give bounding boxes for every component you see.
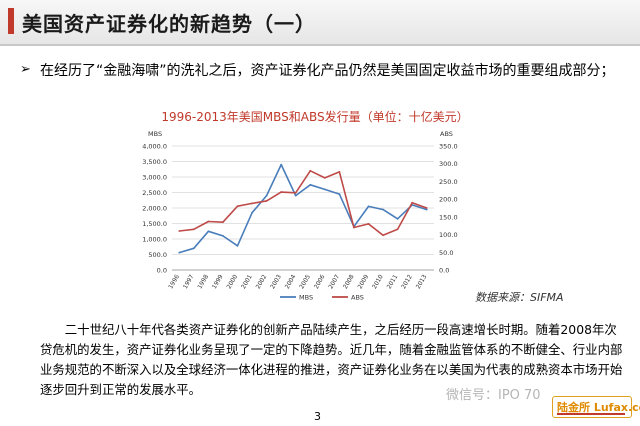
logo-underline [557,413,625,415]
x-tick-label: 2008 [342,273,356,290]
y-tick-right: 200.0 [439,196,458,204]
data-point-abs [323,176,326,179]
body-paragraph: 二十世纪八十年代各类资产证券化的创新产品陆续产生，之后经历一段高速增长时期。随着… [40,322,623,397]
data-point-mbs [251,211,253,214]
page-number: 3 [314,410,321,423]
data-point-mbs [178,251,181,254]
x-tick-label: 2011 [386,273,400,290]
data-point-mbs [367,205,370,208]
y-tick-left: 1,500.0 [142,220,167,228]
data-point-mbs [323,188,326,191]
bullet-arrow-icon: ➢ [20,62,31,77]
x-tick-label: 2010 [371,273,385,290]
data-point-mbs [425,208,428,211]
y-tick-left: 0.0 [157,267,167,275]
data-point-abs [265,200,268,202]
data-point-abs [207,220,210,223]
wechat-watermark: 微信号：IPO 70 [446,388,541,403]
y-tick-left: 3,500.0 [142,158,167,166]
y-tick-right: 100.0 [439,231,458,239]
series-line-abs [179,170,427,237]
data-point-abs [309,169,312,172]
data-point-mbs [207,230,210,233]
data-point-abs [411,201,414,204]
x-tick-label: 2001 [240,273,254,290]
logo-text: 陆金所 Lufax.com [557,401,640,414]
x-tick-label: 1996 [167,273,181,290]
y-axis-label-left: MBS [148,130,162,138]
data-point-abs [353,226,355,229]
x-tick-label: 2002 [255,273,269,290]
data-point-mbs [309,183,312,186]
data-point-abs [338,170,341,173]
x-tick-label: 1998 [196,273,210,290]
data-point-mbs [382,208,384,211]
chart-title: 1996-2013年美国MBS和ABS发行量（单位：十亿美元） [161,110,469,124]
x-tick-label: 1997 [182,273,196,290]
x-tick-label: 2004 [284,273,298,290]
y-tick-right: 250.0 [439,178,458,186]
title-bar: 美国资产证券化的新趋势（一） [0,0,640,46]
y-tick-right: 0.0 [439,267,449,275]
page-title: 美国资产证券化的新趋势（一） [22,12,316,36]
x-tick-label: 1999 [211,273,225,290]
data-point-abs [294,191,297,194]
data-point-mbs [236,244,239,247]
x-tick-label: 2009 [357,273,371,290]
y-tick-right: 150.0 [439,213,458,221]
data-point-abs [251,202,253,205]
lufax-logo: 陆金所 Lufax.com [552,396,640,418]
data-point-mbs [338,193,341,195]
data-point-mbs [396,217,399,220]
data-point-mbs [192,247,195,250]
y-tick-right: 50.0 [439,249,453,257]
data-point-mbs [222,235,224,237]
x-tick-label: 2005 [298,273,312,290]
y-tick-left: 2,000.0 [142,205,167,213]
y-tick-right: 350.0 [439,143,458,151]
y-tick-left: 500.0 [148,251,167,259]
series-line-mbs [179,163,427,254]
data-point-abs [222,221,224,224]
data-point-abs [425,207,428,209]
data-point-abs [178,230,181,232]
x-tick-label: 2003 [269,273,283,290]
x-tick-label: 2012 [400,273,414,290]
data-point-abs [396,228,399,231]
data-source: 数据来源：SIFMA [475,291,564,304]
x-tick-label: 2007 [327,273,341,290]
bullet-text: 在经历了“金融海啸”的洗礼之后，资产证券化产品仍然是美国固定收益市场的重要组成部… [40,63,615,79]
y-tick-left: 3,000.0 [142,174,167,182]
title-accent-bar [8,8,14,34]
y-tick-left: 2,500.0 [142,189,167,197]
y-tick-left: 1,000.0 [142,236,167,244]
data-point-abs [367,223,370,225]
x-tick-label: 2000 [226,273,240,290]
data-point-mbs [280,163,283,166]
legend-label-mbs: MBS [299,294,313,302]
y-tick-right: 300.0 [439,160,458,168]
data-point-mbs [294,194,297,197]
data-point-abs [382,234,384,237]
data-point-abs [280,191,283,193]
data-point-abs [192,228,195,231]
y-tick-left: 4,000.0 [142,143,167,151]
data-point-mbs [265,194,268,197]
x-tick-label: 2013 [415,273,429,290]
y-axis-label-right: ABS [440,130,453,138]
legend-label-abs: ABS [351,294,364,302]
data-point-abs [236,205,239,208]
x-tick-label: 2006 [313,273,327,290]
